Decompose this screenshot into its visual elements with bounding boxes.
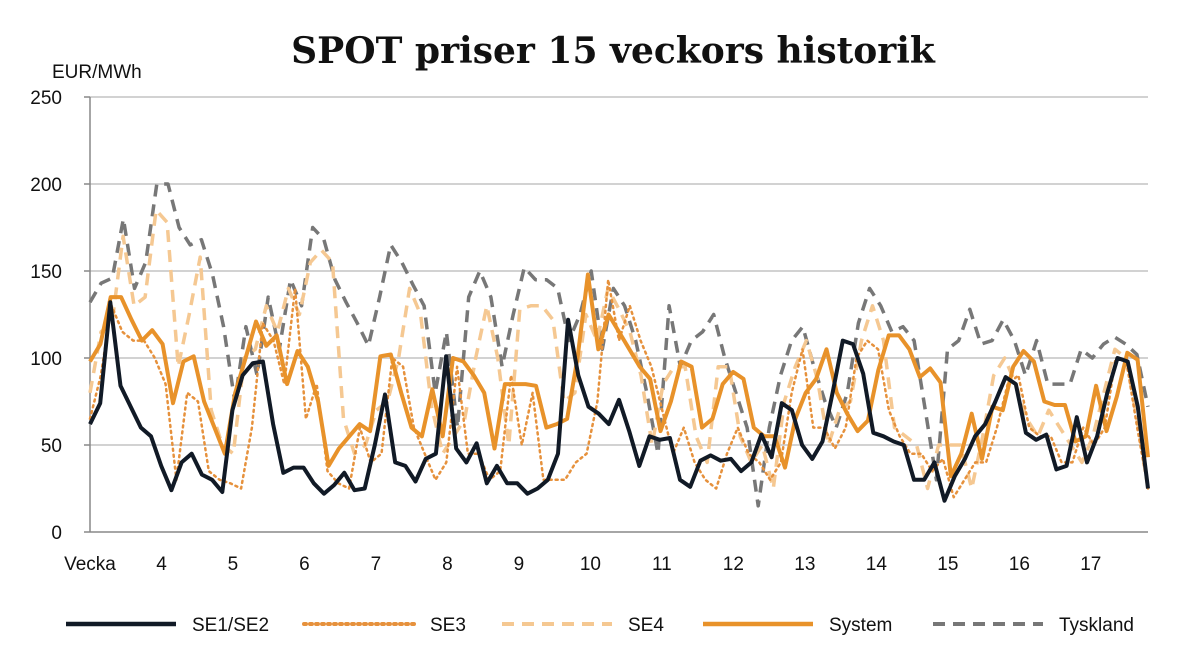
x-tick-label: 5 [228,554,239,575]
y-tick-label: 250 [30,88,62,109]
y-tick-label: 200 [30,175,62,196]
x-tick-label: 15 [937,554,958,575]
axes [89,97,1148,533]
legend-label: SE4 [628,615,664,636]
y-tick-label: 50 [41,436,62,457]
series-line-se1-se2 [88,300,1150,503]
legend-label: SE3 [430,615,466,636]
x-tick-label: 13 [794,554,815,575]
y-tick-label: 150 [30,262,62,283]
series-line-se4 [88,208,1150,491]
x-tick-label: 11 [652,554,672,575]
series-line-tyskland [88,182,1150,508]
legend-label: System [829,615,892,636]
x-tick-label: 8 [442,554,453,575]
x-tick-label: 9 [514,554,525,575]
y-axis-ticks: 0 50 100 150 200 250 [30,88,90,544]
chart-title: SPOT priser 15 veckors historik [291,30,936,72]
series-line-system [88,272,1150,479]
gridlines [90,96,1148,446]
x-tick-label: 10 [580,554,601,575]
series-lines [88,182,1150,508]
x-tick-label: 7 [371,554,382,575]
x-tick-label: Vecka [64,554,116,575]
y-tick-label: 100 [30,349,62,370]
x-tick-label: 16 [1009,554,1030,575]
x-axis-ticks: Vecka 4 5 6 7 8 9 10 11 12 13 14 15 16 17 [64,554,1101,575]
x-tick-label: 17 [1080,554,1101,575]
y-axis-unit-label: EUR/MWh [52,62,142,83]
legend-label: Tyskland [1059,615,1134,636]
x-tick-label: 4 [156,554,167,575]
x-tick-label: 14 [866,554,888,575]
y-tick-label: 0 [51,523,62,544]
legend-label: SE1/SE2 [192,615,269,636]
x-tick-label: 6 [299,554,310,575]
series-line-se3 [88,278,1150,499]
legend: SE1/SE2 SE3 SE4 System Tyskland [66,615,1134,636]
x-tick-label: 12 [723,554,744,575]
